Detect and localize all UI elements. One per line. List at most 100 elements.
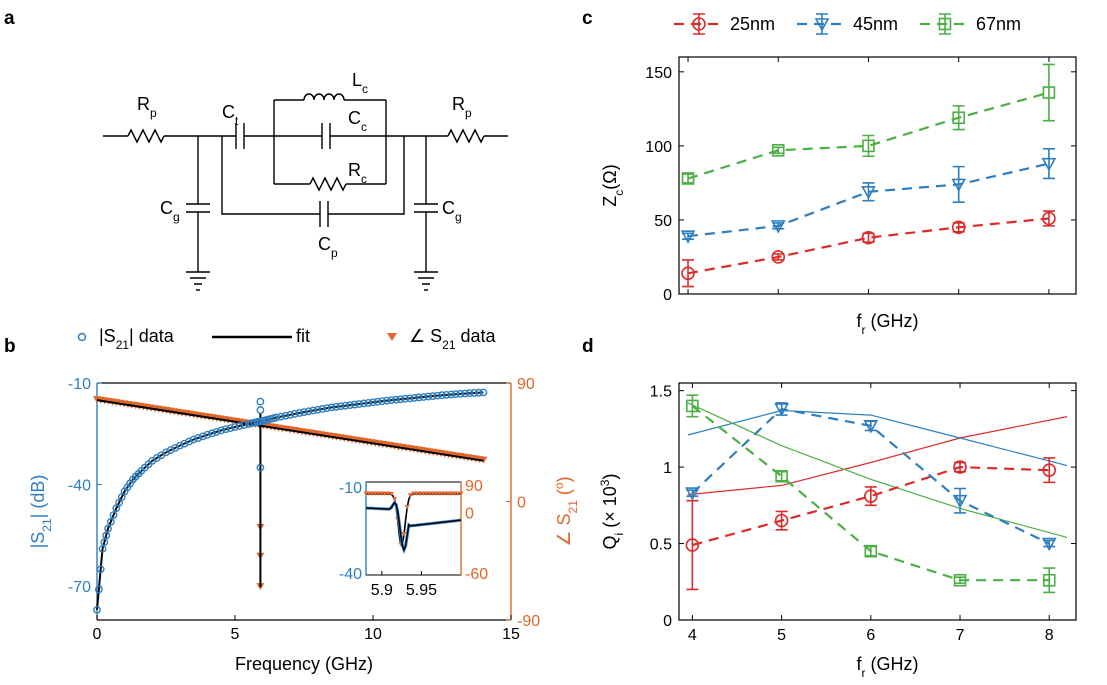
magnitude-data-point (194, 434, 203, 442)
capacitor-cp (319, 201, 329, 227)
inset-phase-point (458, 491, 464, 496)
magnitude-data-point (355, 400, 364, 408)
label-part: o (552, 482, 566, 489)
magnitude-data-point (94, 585, 103, 594)
data-point-circle (861, 230, 876, 245)
data-point-circle (1042, 211, 1056, 226)
inset-phase-point (411, 491, 416, 497)
legend-marker-circle (692, 17, 706, 31)
inset-phase-point (369, 491, 375, 496)
error-bar (952, 165, 965, 203)
inset-phase-point (426, 491, 432, 496)
data-point-square (686, 399, 699, 413)
magnitude-data-point (346, 401, 354, 410)
magnitude-data-point (226, 424, 235, 433)
legend-label: 67nm (976, 14, 1021, 34)
magnitude-data-point (387, 396, 396, 405)
y-tick-label: 1.5 (650, 384, 672, 401)
magnitude-data-point (350, 400, 359, 409)
y-tick-label-right: 90 (517, 376, 535, 393)
model-line (687, 402, 1068, 538)
magnitude-data-point (369, 398, 377, 407)
label-part: L (352, 70, 362, 90)
error-bar (954, 576, 967, 585)
data-point-triangle (1041, 157, 1057, 172)
x-axis-label: fr (GHz) (856, 311, 918, 337)
magnitude-data-point (474, 388, 483, 397)
label-part: ∠ S (554, 513, 574, 546)
label-part: p (150, 106, 157, 120)
label-part: ) (554, 476, 574, 482)
label-part: 21 (116, 338, 130, 352)
magnitude-data-point (240, 421, 249, 429)
data-point-triangle (685, 487, 700, 501)
data-point-triangle (680, 230, 696, 244)
ground-left (186, 271, 210, 291)
magnitude-data-point (217, 426, 226, 435)
magnitude-data-point (277, 412, 285, 421)
magnitude-data-point (401, 394, 410, 403)
series-line (687, 217, 1050, 275)
legend-marker-triangle (814, 18, 830, 32)
inductor-lc (303, 93, 345, 101)
magnitude-data-point (198, 432, 207, 441)
label-part: Q (600, 535, 620, 549)
magnitude-data-point (318, 405, 327, 413)
magnitude-data-point (189, 435, 198, 444)
magnitude-data-point (300, 408, 308, 417)
label-part: R (137, 94, 150, 114)
label-part: C (442, 198, 455, 218)
label-part: C (348, 108, 361, 128)
label-part: 3 (598, 479, 612, 486)
inset-phase-point (442, 491, 448, 496)
data-point-circle (951, 220, 966, 235)
x-tick-label: 0 (93, 626, 102, 643)
series-line (687, 91, 1050, 180)
plot-frame (678, 56, 1077, 295)
x-tick-label: 6 (866, 627, 875, 644)
magnitude-data-point (442, 390, 451, 399)
fit-line-phase (96, 399, 484, 462)
magnitude-data-point (364, 398, 373, 407)
data-point-circle (1042, 463, 1057, 477)
inset-phase-point (388, 491, 394, 497)
magnitude-data-point (461, 389, 469, 398)
error-bar (1042, 63, 1055, 122)
capacitor-cg-right (414, 136, 438, 272)
data-point-triangle (951, 178, 967, 193)
panel-label-d: d (582, 336, 594, 357)
data-point-square (864, 544, 878, 558)
inset-phase-point (363, 491, 369, 496)
data-point-square (952, 111, 966, 125)
label-part: |S (99, 326, 116, 346)
inset-phase-point (452, 491, 458, 496)
inset-phase-point (445, 491, 451, 496)
ground-right (414, 271, 438, 291)
inset-y-tick-right: 90 (465, 478, 483, 495)
inset-y-tick-right: -60 (465, 566, 488, 583)
y-tick-label-right: -90 (517, 613, 540, 630)
label-part: (GHz) (866, 654, 919, 674)
x-axis-label: fr (GHz) (856, 654, 918, 680)
error-bar (772, 253, 785, 261)
inset-phase-point (439, 491, 445, 496)
label-part: p (465, 106, 472, 120)
magnitude-data-point (332, 402, 341, 411)
label-part: ∠ S (409, 326, 442, 346)
legend-marker-square (938, 17, 952, 31)
magnitude-data-point (451, 390, 460, 399)
label-part: r (862, 323, 866, 337)
x-tick-label: 8 (1045, 627, 1054, 644)
label-part: C (318, 234, 331, 254)
data-point-triangle (770, 220, 786, 234)
inset-frame (365, 481, 462, 576)
y-axis-label: Zc(Ω) (600, 164, 626, 206)
magnitude-data-point (415, 393, 423, 402)
error-bar (775, 470, 788, 482)
series-line (692, 465, 1050, 547)
error-bar (864, 545, 877, 557)
magnitude-data-point (470, 389, 479, 397)
circuit-label-lc: Lc (352, 70, 368, 96)
circuit-label-rp-left: Rp (137, 94, 157, 120)
magnitude-data-point (323, 404, 331, 413)
